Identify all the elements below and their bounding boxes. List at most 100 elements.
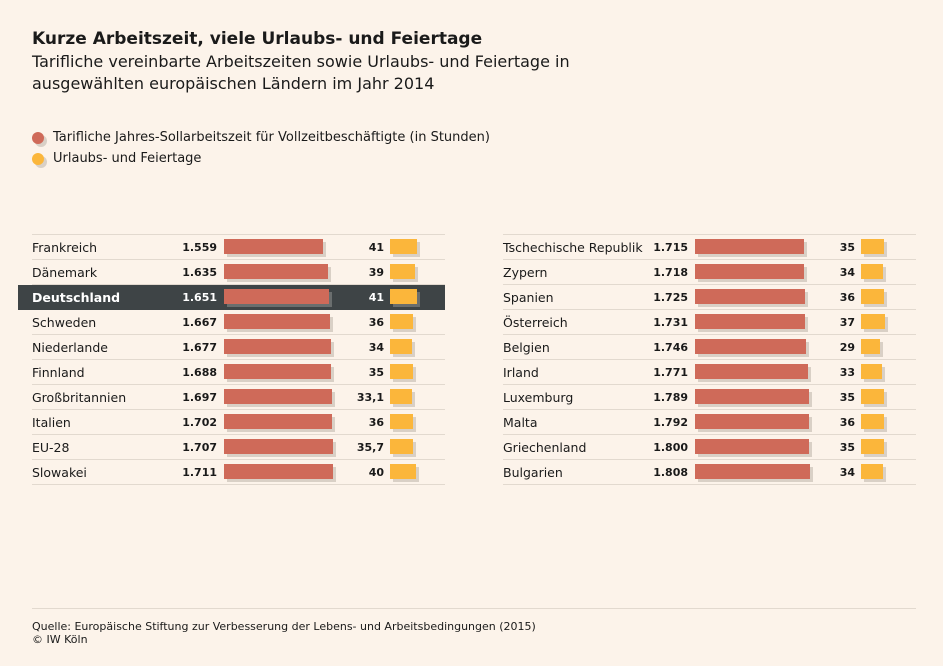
days-bar-fill — [861, 264, 883, 279]
hours-bar — [224, 464, 336, 482]
country-label: Schweden — [32, 315, 97, 330]
hours-bar-fill — [224, 464, 333, 479]
table-row-großbritannien: Großbritannien 1.697 33,1 — [32, 385, 445, 410]
country-label: Finnland — [32, 365, 85, 380]
days-bar — [861, 389, 887, 407]
days-bar-fill — [861, 464, 883, 479]
table-row-griechenland: Griechenland 1.800 35 — [503, 435, 916, 460]
table-row-irland: Irland 1.771 33 — [503, 360, 916, 385]
hours-value-label: 1.702 — [182, 416, 217, 429]
table-row-zypern: Zypern 1.718 34 — [503, 260, 916, 285]
hours-bar-fill — [695, 239, 804, 254]
days-value-label: 39 — [368, 266, 384, 279]
hours-bar-fill — [695, 289, 805, 304]
country-label: Österreich — [503, 315, 568, 330]
table-row-finnland: Finnland 1.688 35 — [32, 360, 445, 385]
days-value-label: 36 — [839, 291, 855, 304]
legend-item-hours: Tarifliche Jahres-Sollarbeitszeit für Vo… — [32, 127, 490, 148]
table-row-niederlande: Niederlande 1.677 34 — [32, 335, 445, 360]
days-bar — [390, 314, 416, 332]
source-note: Quelle: Europäische Stiftung zur Verbess… — [32, 620, 536, 633]
days-value-label: 36 — [839, 416, 855, 429]
days-bar — [390, 389, 415, 407]
days-bar — [861, 289, 887, 307]
hours-value-label: 1.789 — [653, 391, 688, 404]
days-bar-fill — [390, 364, 413, 379]
table-row-bulgarien: Bulgarien 1.808 34 — [503, 460, 916, 485]
days-value-label: 35 — [368, 366, 384, 379]
hours-bar — [224, 289, 332, 307]
legend-label-hours: Tarifliche Jahres-Sollarbeitszeit für Vo… — [53, 130, 490, 145]
hours-bar — [224, 439, 336, 457]
hours-bar — [224, 314, 333, 332]
days-bar — [861, 314, 888, 332]
hours-value-label: 1.715 — [653, 241, 688, 254]
hours-bar-fill — [695, 364, 808, 379]
hours-bar-fill — [695, 464, 810, 479]
hours-bar-fill — [224, 439, 333, 454]
country-label: Tschechische Republik — [503, 240, 643, 255]
country-label: Malta — [503, 415, 538, 430]
hours-bar — [695, 264, 807, 282]
hours-value-label: 1.746 — [653, 341, 688, 354]
hours-value-label: 1.697 — [182, 391, 217, 404]
country-label: Italien — [32, 415, 71, 430]
days-value-label: 40 — [368, 466, 384, 479]
days-bar-fill — [390, 314, 413, 329]
hours-bar — [224, 264, 331, 282]
days-value-label: 36 — [368, 316, 384, 329]
days-bar — [390, 289, 420, 307]
hours-value-label: 1.711 — [182, 466, 217, 479]
days-bar-fill — [390, 239, 417, 254]
country-label: Niederlande — [32, 340, 108, 355]
table-row-belgien: Belgien 1.746 29 — [503, 335, 916, 360]
days-bar-fill — [390, 389, 412, 404]
days-value-label: 29 — [839, 341, 855, 354]
country-label: EU-28 — [32, 440, 70, 455]
country-label: Großbritannien — [32, 390, 127, 405]
legend-label-days: Urlaubs- und Feiertage — [53, 151, 202, 166]
days-value-label: 33,1 — [356, 391, 384, 404]
days-bar-fill — [390, 264, 415, 279]
days-bar-fill — [861, 339, 880, 354]
legend-dot-hours — [32, 131, 47, 147]
hours-value-label: 1.667 — [182, 316, 217, 329]
hours-value-label: 1.651 — [182, 291, 217, 304]
hours-bar — [695, 464, 813, 482]
days-bar — [390, 414, 416, 432]
country-label: Slowakei — [32, 465, 87, 480]
days-bar-fill — [390, 339, 412, 354]
hours-bar-fill — [224, 339, 331, 354]
days-bar-fill — [861, 414, 884, 429]
days-bar-fill — [861, 389, 884, 404]
days-bar-fill — [390, 464, 416, 479]
days-bar — [390, 464, 419, 482]
hours-bar-fill — [224, 289, 329, 304]
country-label: Griechenland — [503, 440, 587, 455]
hours-value-label: 1.707 — [182, 441, 217, 454]
hours-value-label: 1.688 — [182, 366, 217, 379]
hours-value-label: 1.559 — [182, 241, 217, 254]
hours-bar — [695, 314, 808, 332]
hours-bar — [695, 439, 812, 457]
days-bar — [390, 339, 415, 357]
days-value-label: 35 — [839, 391, 855, 404]
hours-bar-fill — [695, 439, 809, 454]
days-value-label: 34 — [839, 466, 855, 479]
days-bar-fill — [390, 439, 413, 454]
chart-title: Kurze Arbeitszeit, viele Urlaubs- und Fe… — [32, 29, 483, 49]
table-left: Frankreich 1.559 41 Dänemark 1.635 39 Deutschl… — [18, 234, 445, 485]
days-value-label: 41 — [368, 291, 384, 304]
days-value-label: 35,7 — [356, 441, 384, 454]
days-value-label: 41 — [368, 241, 384, 254]
hours-bar — [695, 289, 808, 307]
days-bar — [390, 239, 420, 257]
days-bar-fill — [861, 364, 882, 379]
days-value-label: 33 — [839, 366, 855, 379]
hours-bar-fill — [695, 389, 809, 404]
days-bar — [861, 264, 886, 282]
hours-bar — [224, 364, 334, 382]
copyright-note: © IW Köln — [32, 633, 88, 646]
days-bar-fill — [861, 289, 884, 304]
hours-bar — [224, 239, 326, 257]
